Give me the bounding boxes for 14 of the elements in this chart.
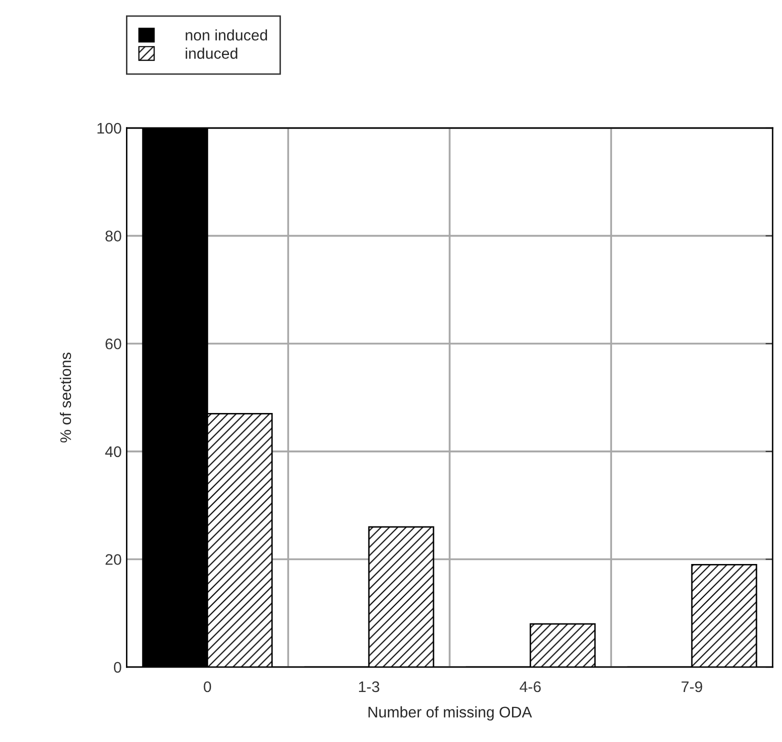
- legend-label: induced: [186, 48, 238, 59]
- y-tick-label: 40: [105, 446, 122, 458]
- x-tick-label: 4-6: [520, 681, 541, 692]
- y-tick-label: 60: [106, 338, 122, 350]
- y-tick-label: 20: [106, 554, 122, 565]
- x-tick-label: 0: [204, 681, 212, 692]
- y-tick-label: 80: [105, 230, 122, 242]
- x-tick-label: 7-9: [682, 681, 702, 692]
- legend-label: non induced: [186, 29, 268, 41]
- x-axis-title: Number of missing ODA: [368, 706, 532, 721]
- y-tick-label: 0: [114, 662, 122, 673]
- x-tick-label: 1-3: [359, 681, 380, 692]
- y-tick-label: 100: [98, 122, 122, 134]
- y-axis-title: % of sections: [60, 352, 72, 442]
